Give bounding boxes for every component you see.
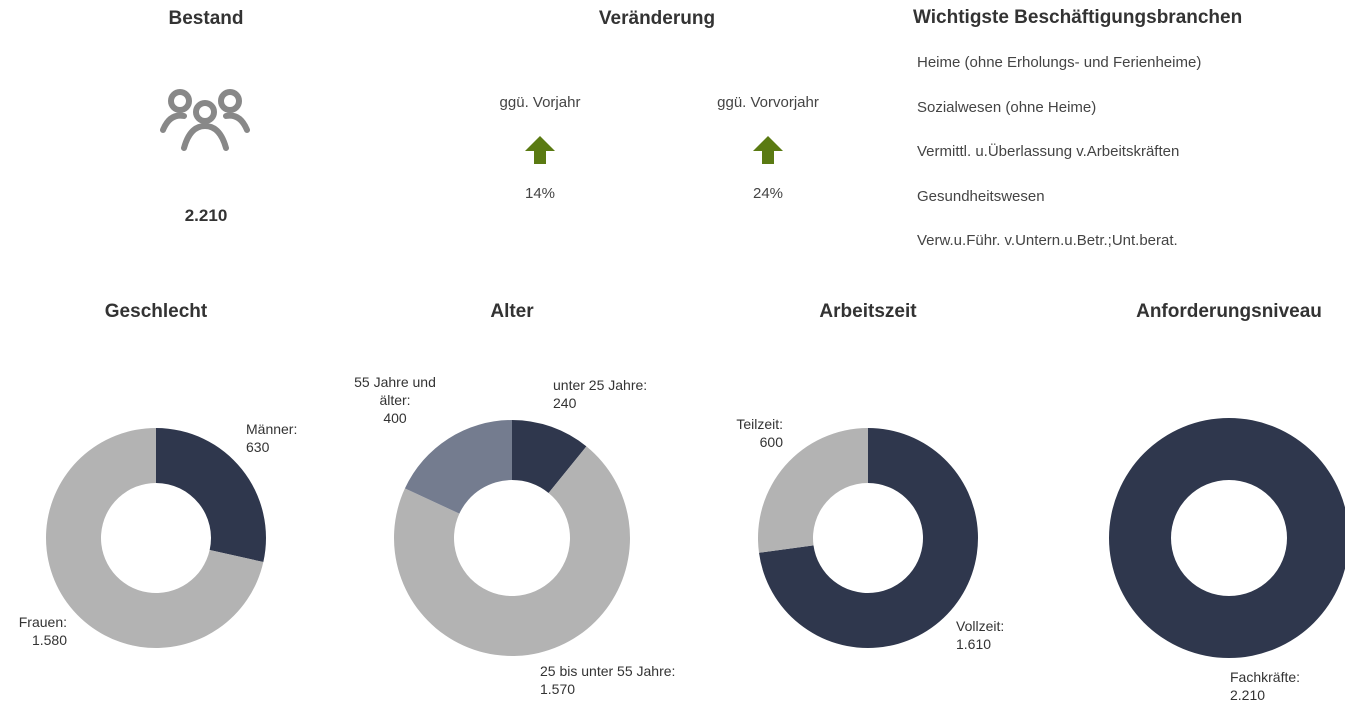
segment-category: unter 25 Jahre: — [553, 377, 648, 393]
veraenderung-title: Veränderung — [598, 8, 716, 29]
segment-value: 600 — [759, 434, 783, 450]
segment-category: Vollzeit: — [956, 618, 1005, 634]
donut-segment — [46, 428, 264, 648]
segment-value: 400 — [383, 410, 407, 426]
chart-title: Alter — [490, 301, 534, 322]
arrow-up — [753, 136, 783, 164]
segment-value: 1.610 — [956, 636, 992, 652]
segment-value: 240 — [553, 395, 577, 411]
segment-category: 55 Jahre und älter: — [354, 374, 436, 408]
branche-item: Vermittl. u.Überlassung v.Arbeitskräften — [917, 143, 1180, 160]
segment-label: Männer: 630 — [246, 420, 297, 456]
people-icon — [160, 89, 250, 151]
branche-item: Heime (ohne Erholungs- und Ferienheime) — [917, 54, 1202, 71]
segment-label: 55 Jahre und älter: 400 — [340, 373, 450, 427]
segment-category: Männer: — [246, 421, 298, 437]
branche-item: Gesundheitswesen — [917, 187, 1045, 205]
segment-label: Teilzeit: 600 — [736, 415, 783, 451]
segment-label: 25 bis unter 55 Jahre: 1.570 — [540, 662, 685, 698]
branche-item: Sozialwesen (ohne Heime) — [917, 98, 1097, 116]
chart-title: Anforderungsniveau — [1136, 301, 1322, 322]
segment-category: Teilzeit: — [736, 416, 783, 432]
arrow-up — [525, 136, 555, 164]
segment-value: 1.570 — [540, 681, 576, 697]
segment-category: Frauen: — [18, 614, 67, 630]
donut-segment — [404, 420, 512, 514]
segment-label: Fachkräfte: 2.210 — [1230, 668, 1300, 704]
segment-value: 2.210 — [1230, 687, 1266, 703]
segment-category: Fachkräfte: — [1230, 669, 1301, 685]
segment-category: 25 bis unter 55 Jahre: — [540, 663, 676, 679]
segment-label: Vollzeit: 1.610 — [956, 617, 1004, 653]
segment-label: unter 25 Jahre: 240 — [553, 376, 647, 412]
change-value: 24% — [752, 185, 784, 202]
change-label: ggü. Vorjahr — [499, 94, 581, 111]
donut-segment — [156, 428, 267, 563]
bestand-value: 2.210 — [184, 206, 228, 225]
change-label: ggü. Vorvorjahr — [717, 94, 819, 111]
change-value: 14% — [524, 185, 556, 202]
donut-segment — [394, 446, 631, 657]
bestand-title: Bestand — [168, 8, 244, 29]
segment-label: Frauen: 1.580 — [19, 613, 67, 649]
branchen-title: Wichtigste Beschäftigungsbranchen — [913, 7, 1243, 28]
chart-title: Geschlecht — [104, 301, 208, 322]
donut-segment — [1109, 418, 1345, 658]
donut-segment — [512, 420, 587, 493]
segment-value: 630 — [246, 439, 270, 455]
donut-segment — [759, 428, 978, 648]
chart-title: Arbeitszeit — [819, 301, 917, 322]
branche-item: Verw.u.Führ. v.Untern.u.Betr.;Unt.berat. — [917, 232, 1178, 249]
donut-segment — [757, 428, 868, 553]
segment-value: 1.580 — [31, 632, 67, 648]
